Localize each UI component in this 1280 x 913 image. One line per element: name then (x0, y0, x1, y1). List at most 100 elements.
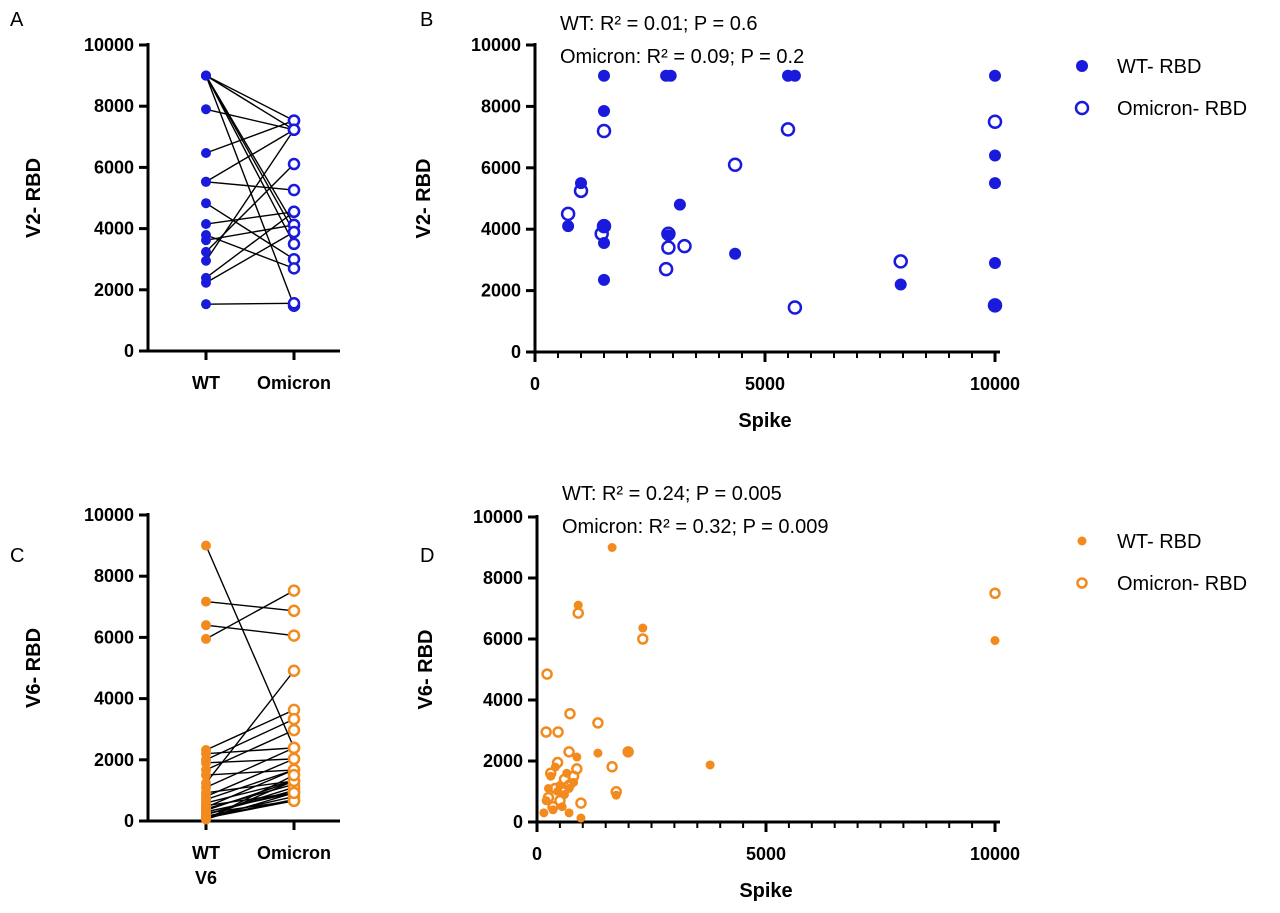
wt-point (598, 69, 610, 82)
y-tick-label: 2000 (481, 281, 521, 301)
wt-point (562, 220, 575, 233)
annotation: Omicron: R² = 0.09; P = 0.2 (560, 46, 804, 68)
x-tick-label: Omicron (257, 843, 331, 863)
omicron-point (540, 726, 552, 738)
wt-point (201, 596, 211, 607)
y-tick-label: 0 (124, 341, 134, 361)
legend-label: Omicron- RBD (1117, 98, 1247, 120)
wt-point (564, 808, 574, 818)
pair-line (205, 769, 295, 776)
omicron-point (780, 122, 796, 137)
wt-point (201, 148, 211, 159)
omicron-point (287, 768, 301, 782)
x-tick-label: 5000 (745, 374, 785, 394)
panel-letter: C (10, 545, 24, 567)
wt-point (989, 177, 1001, 190)
wt-point (788, 69, 801, 82)
wt-point (546, 771, 556, 781)
wt-point (201, 770, 211, 781)
pair-line (205, 758, 295, 798)
omicron-point (287, 712, 301, 726)
pair-line (205, 211, 295, 279)
y-tick-label: 10000 (473, 507, 523, 527)
wt-point (989, 299, 1001, 312)
omicron-point (287, 205, 301, 219)
wt-point (201, 104, 211, 115)
omicron-point (552, 726, 564, 738)
wt-point (201, 198, 211, 209)
wt-point (989, 149, 1001, 162)
annotation: Omicron: R² = 0.32; P = 0.009 (562, 516, 828, 538)
wt-point (539, 808, 549, 818)
wt-point (990, 636, 1000, 646)
omicron-point (287, 723, 301, 737)
y-tick-label: 8000 (94, 96, 134, 116)
pair-line (205, 769, 295, 801)
wt-point (548, 805, 558, 815)
legend-marker-omicron (1076, 577, 1088, 589)
omicron-point (987, 298, 1003, 313)
y-tick-label: 2000 (94, 280, 134, 300)
panel-letter: D (420, 545, 434, 567)
wt-point (201, 540, 211, 551)
omicron-point (637, 633, 649, 645)
pair-line (205, 75, 295, 245)
wt-point (638, 623, 648, 633)
pair-line (205, 786, 295, 816)
wt-point (201, 176, 211, 187)
x-tick-label: WT (192, 373, 220, 393)
wt-point (201, 277, 211, 288)
pair-line (205, 624, 295, 637)
omicron-point (287, 741, 301, 755)
omicron-point (987, 114, 1003, 129)
pair-line (205, 747, 295, 788)
pair-line (205, 129, 295, 183)
y-tick-label: 6000 (483, 629, 523, 649)
wt-point (201, 219, 211, 230)
omicron-point (541, 668, 553, 680)
pair-line (205, 75, 295, 306)
y-tick-label: 2000 (483, 751, 523, 771)
y-tick-label: 6000 (94, 627, 134, 647)
annotation: WT: R² = 0.24; P = 0.005 (562, 483, 782, 505)
y-tick-label: 8000 (481, 96, 521, 116)
y-axis-label: V2- RBD (413, 158, 435, 238)
omicron-point (556, 785, 568, 798)
omicron-point (564, 707, 576, 720)
legend-label: WT- RBD (1117, 56, 1201, 78)
wt-point (598, 105, 610, 118)
omicron-point (622, 746, 634, 758)
omicron-point (287, 225, 301, 239)
omicron-point (287, 123, 301, 137)
omicron-point (606, 761, 618, 773)
x-axis-label: Spike (739, 880, 792, 902)
wt-point (572, 752, 582, 762)
pair-line (205, 545, 295, 749)
omicron-point (594, 226, 609, 242)
y-tick-label: 10000 (84, 505, 134, 525)
omicron-point (551, 756, 564, 769)
pair-line (205, 709, 295, 751)
omicron-point (787, 300, 803, 315)
pair-line (205, 75, 295, 131)
y-tick-label: 0 (124, 811, 134, 831)
omicron-point (563, 779, 575, 792)
legend-marker-omicron (1074, 100, 1090, 116)
y-axis-label: V6- RBD (23, 628, 45, 708)
wt-point (201, 620, 211, 631)
pair-line (205, 718, 295, 761)
omicron-point (661, 226, 676, 242)
panel-letter: A (10, 9, 24, 31)
wt-point (989, 256, 1001, 269)
pair-line (205, 202, 295, 260)
pair-line (205, 234, 295, 270)
pair-line (205, 758, 295, 764)
omicron-point (287, 584, 301, 597)
x-tick-label: Omicron (257, 373, 331, 393)
omicron-point (287, 604, 301, 618)
omicron-point (596, 218, 612, 234)
omicron-point (573, 183, 589, 199)
panel-letter: B (420, 9, 433, 31)
legend-marker-wt (1077, 536, 1087, 546)
y-tick-label: 4000 (481, 219, 521, 239)
